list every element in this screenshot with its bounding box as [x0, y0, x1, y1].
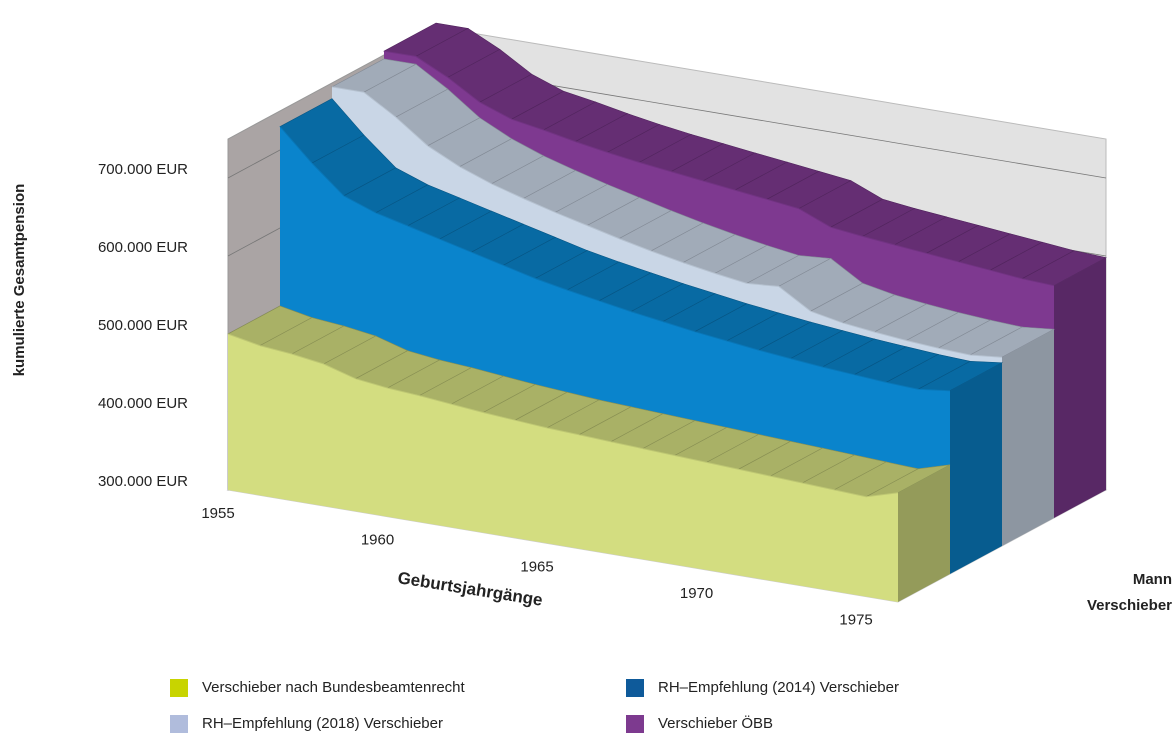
- legend-label: Verschieber ÖBB: [658, 714, 773, 732]
- side-face: [1054, 257, 1106, 518]
- side-face: [950, 362, 1002, 574]
- depth-label: Mann: [1133, 571, 1172, 588]
- x-tick-label: 1965: [520, 558, 553, 575]
- depth-label: Verschieber: [1087, 597, 1172, 614]
- legend-swatch: [170, 715, 188, 733]
- y-tick-label: 600.000 EUR: [98, 239, 188, 256]
- x-tick-label: 1960: [361, 532, 394, 549]
- x-tick-label: 1975: [839, 612, 872, 629]
- area-line: [331, 86, 1003, 358]
- area-line: [227, 333, 899, 498]
- y-tick-label: 300.000 EUR: [98, 473, 188, 490]
- legend-label: RH–Empfehlung (2014) Verschieber: [658, 679, 899, 696]
- y-tick-label: 400.000 EUR: [98, 395, 188, 412]
- series-0: [227, 305, 951, 602]
- y-axis-label: kumulierte Gesamtpension: [11, 184, 28, 377]
- legend-swatch: [170, 679, 188, 697]
- plot: [227, 22, 1107, 602]
- x-tick-label: 1970: [680, 585, 713, 602]
- legend: Verschieber nach Bundesbeamtenrecht RH–Em…: [170, 679, 899, 733]
- legend-swatch: [626, 679, 644, 697]
- area-line: [279, 126, 951, 392]
- legend-label: RH–Empfehlung (2018) Verschieber: [202, 715, 443, 732]
- front-face: [228, 334, 898, 602]
- legend-label: Verschieber nach Bundesbeamtenrecht: [202, 679, 466, 696]
- area-line: [383, 50, 1055, 287]
- y-tick-label: 500.000 EUR: [98, 317, 188, 334]
- legend-swatch: [626, 715, 644, 733]
- side-face: [898, 464, 950, 602]
- side-face: [1002, 329, 1054, 546]
- y-tick-label: 700.000 EUR: [98, 161, 188, 178]
- x-tick-label: 1955: [201, 505, 234, 522]
